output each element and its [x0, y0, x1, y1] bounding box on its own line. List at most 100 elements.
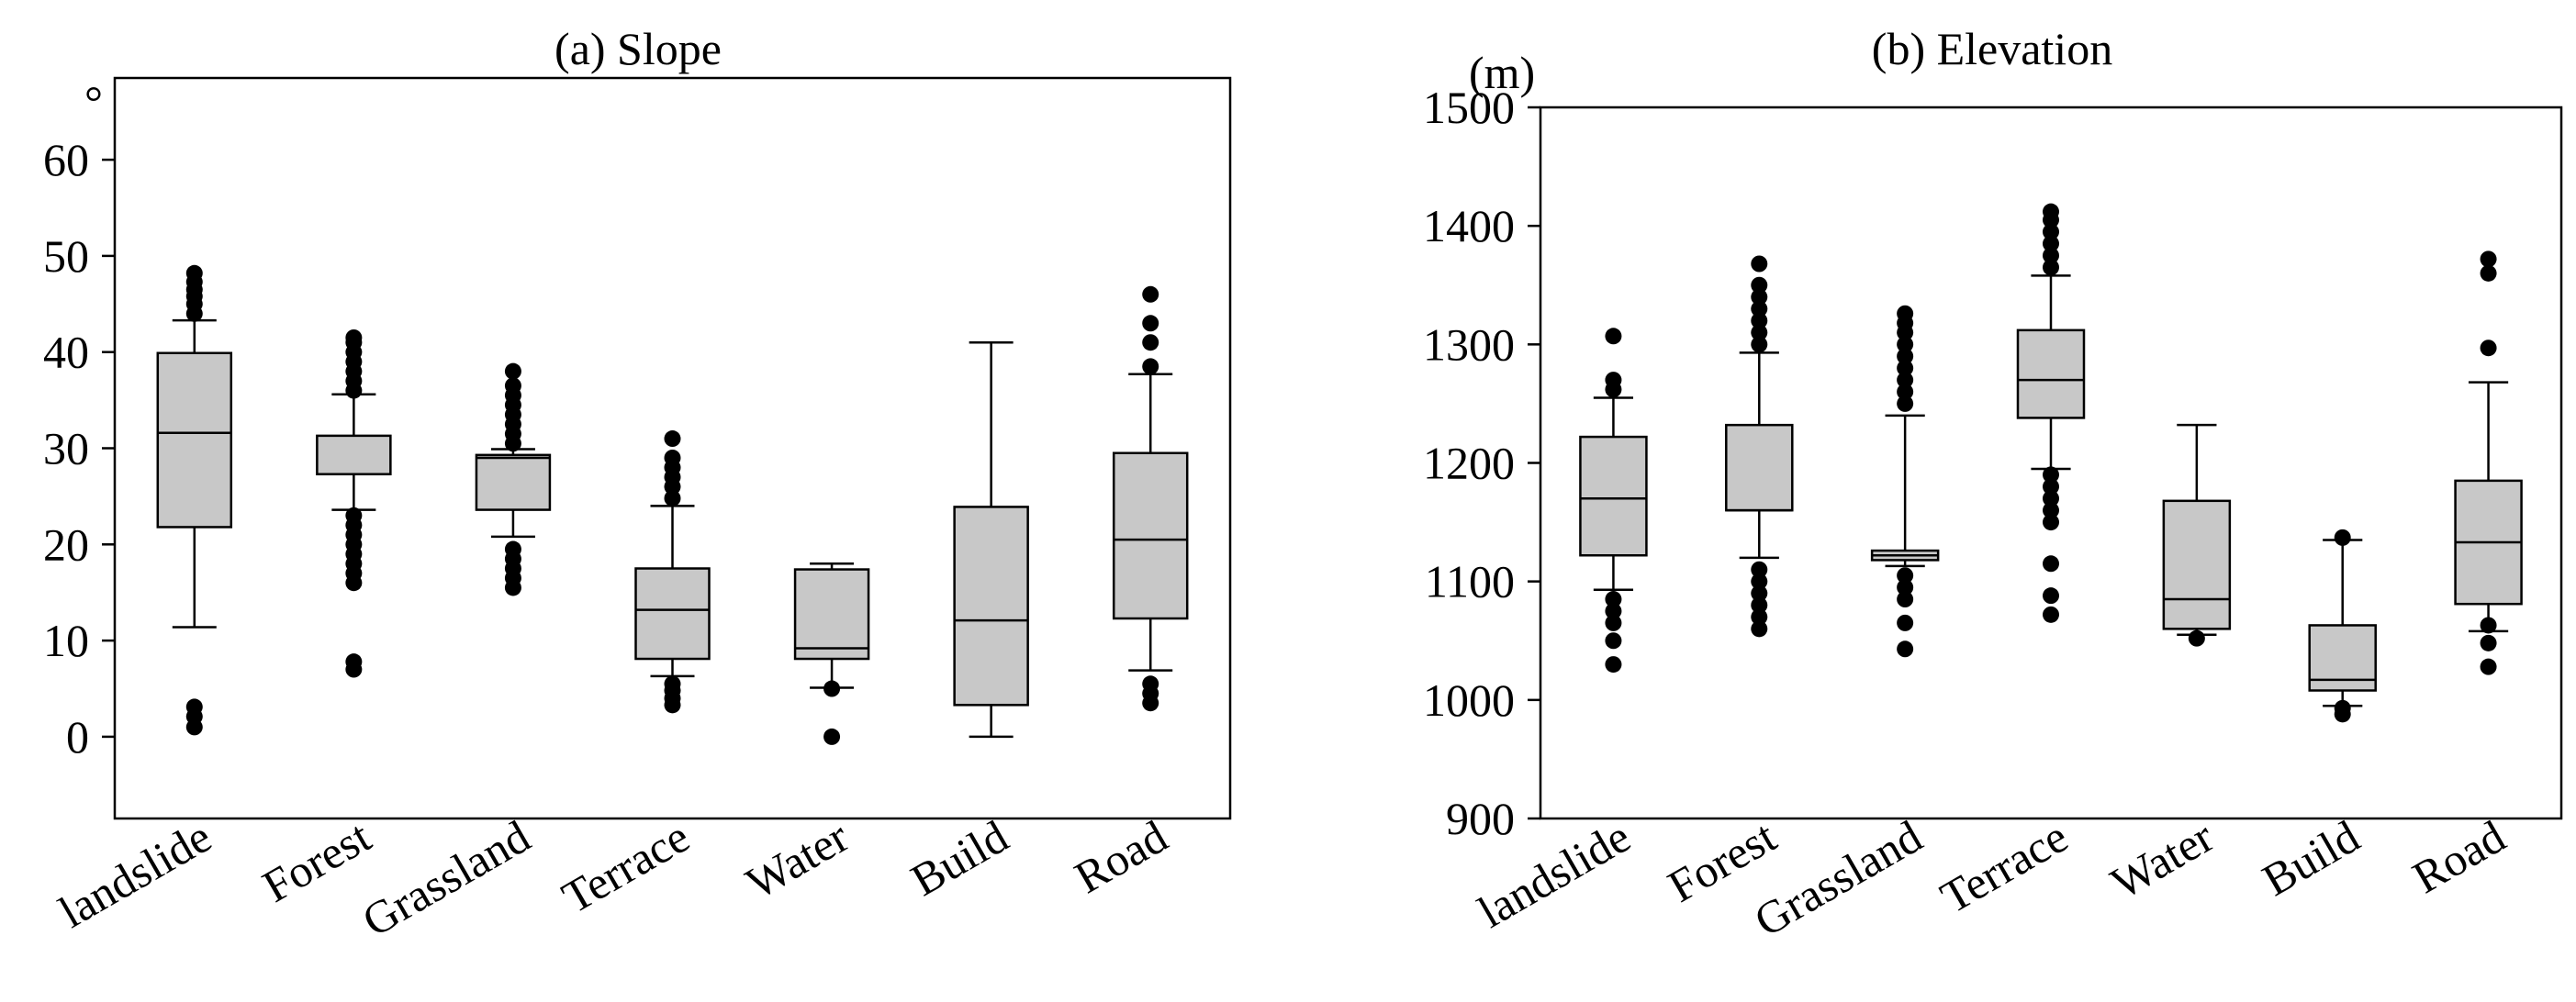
outlier-point — [2480, 250, 2497, 268]
y-tick-label: 1200 — [1423, 438, 1515, 489]
outlier-point — [2043, 235, 2059, 252]
outlier-point — [1142, 315, 1159, 332]
outlier-point — [2188, 629, 2205, 647]
outlier-point — [1897, 640, 1914, 658]
outlier-point — [823, 728, 841, 745]
outlier-point — [1897, 579, 1914, 596]
outlier-point — [504, 377, 521, 395]
outlier-point — [2043, 466, 2059, 484]
box-water — [2162, 423, 2232, 647]
outlier-point — [1605, 632, 1622, 650]
outlier-point — [1897, 384, 1914, 400]
box-forest — [1725, 255, 1794, 638]
box-landslide — [1579, 328, 1648, 674]
y-tick-label: 1300 — [1423, 318, 1515, 370]
outlier-point — [1751, 312, 1768, 329]
outlier-point — [185, 698, 203, 716]
outlier-point — [345, 653, 363, 671]
outlier-point — [664, 489, 681, 507]
box-terrace — [2016, 203, 2086, 623]
y-tick-label: 1100 — [1425, 556, 1515, 607]
iqr-box — [793, 568, 870, 661]
outlier-point — [664, 449, 681, 466]
outlier-point — [2043, 203, 2059, 220]
iqr-box — [634, 567, 711, 661]
outlier-point — [2043, 555, 2059, 573]
y-tick-label: 40 — [43, 327, 89, 378]
outlier-point — [1751, 561, 1768, 578]
outlier-point — [2043, 223, 2059, 240]
outlier-point — [823, 680, 841, 697]
outlier-point — [1605, 591, 1622, 608]
outlier-point — [1897, 395, 1914, 412]
outlier-point — [1897, 360, 1914, 377]
y-tick-label: 30 — [43, 423, 89, 474]
outlier-point — [2043, 247, 2059, 264]
outlier-point — [1142, 675, 1159, 693]
elevation-unit-label: (m) — [1469, 47, 1535, 98]
outlier-point — [504, 362, 521, 380]
iqr-box — [1725, 423, 1794, 512]
outlier-point — [1605, 614, 1622, 631]
iqr-box — [1112, 451, 1189, 620]
box-grassland — [1870, 305, 1940, 658]
outlier-point — [1605, 656, 1622, 674]
box-landslide — [156, 264, 233, 736]
outlier-point — [2043, 606, 2059, 623]
outlier-point — [2043, 490, 2059, 507]
outlier-point — [1751, 596, 1768, 614]
box-road — [1112, 285, 1189, 712]
outlier-point — [2480, 617, 2497, 634]
y-tick-label: 20 — [43, 518, 89, 570]
outlier-point — [1751, 336, 1768, 353]
outlier-point — [1751, 324, 1768, 341]
outlier-point — [1751, 255, 1768, 273]
y-tick-label: 1400 — [1423, 200, 1515, 251]
outlier-point — [2480, 340, 2497, 357]
outlier-point — [2480, 634, 2497, 651]
box-water — [793, 562, 870, 745]
outlier-point — [1751, 276, 1768, 294]
iqr-box — [2162, 499, 2232, 630]
iqr-box — [1579, 435, 1648, 557]
outlier-point — [664, 430, 681, 448]
y-tick-label: 10 — [43, 615, 89, 666]
box-build — [953, 340, 1029, 739]
outlier-point — [1897, 348, 1914, 365]
outlier-point — [1142, 334, 1159, 351]
outlier-point — [1142, 358, 1159, 375]
outlier-point — [664, 675, 681, 693]
outlier-point — [2043, 259, 2059, 276]
y-tick-label: 1500 — [1423, 82, 1515, 133]
outlier-point — [1751, 584, 1768, 602]
box-terrace — [634, 430, 711, 714]
box-road — [2454, 250, 2523, 675]
elevation-title: (b) Elevation — [1872, 23, 2112, 74]
outlier-point — [2043, 502, 2059, 519]
y-tick-label: 60 — [43, 134, 89, 185]
outlier-point — [2334, 529, 2351, 546]
y-tick-label: 1000 — [1423, 674, 1515, 726]
outlier-point — [2043, 587, 2059, 605]
outlier-point — [1897, 614, 1914, 631]
outlier-point — [1605, 328, 1622, 345]
iqr-box — [953, 506, 1029, 707]
outlier-point — [2334, 699, 2351, 717]
outlier-point — [504, 540, 521, 558]
outlier-point — [2043, 478, 2059, 495]
iqr-box — [156, 351, 233, 529]
iqr-box — [475, 453, 552, 511]
outlier-point — [1751, 573, 1768, 590]
box-build — [2308, 529, 2377, 723]
box-grassland — [475, 362, 552, 596]
y-tick-label: 0 — [66, 711, 89, 763]
outlier-point — [1605, 372, 1622, 389]
outlier-point — [2480, 658, 2497, 675]
outlier-point — [1897, 567, 1914, 584]
outlier-point — [2480, 264, 2497, 282]
iqr-box — [316, 434, 392, 476]
slope-unit-label: ° — [84, 76, 103, 128]
outlier-point — [1751, 300, 1768, 317]
outlier-point — [1605, 602, 1622, 619]
